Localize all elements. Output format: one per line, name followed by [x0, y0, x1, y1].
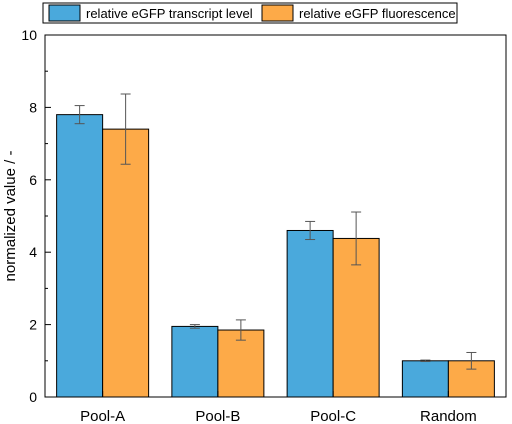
y-tick-label: 6: [29, 172, 37, 188]
y-tick-label: 8: [29, 99, 37, 115]
bar-random-series-1: [401, 360, 449, 398]
y-tick-label: 4: [29, 244, 37, 260]
legend-swatch-transcript: [48, 4, 81, 22]
error-bar-pool-c-series-1: [305, 220, 316, 241]
bar-pool-b-series-1: [171, 325, 219, 398]
error-bars-layer: [74, 93, 477, 370]
bar-pool-b-series-2: [217, 329, 265, 398]
legend-swatch-fluorescence: [261, 4, 294, 22]
error-bar-pool-b-series-2: [235, 319, 246, 341]
x-tick-label: Pool-A: [80, 408, 125, 424]
x-tick-label: Random: [420, 408, 477, 424]
error-bar-random-series-1: [420, 359, 431, 363]
legend-label-fluorescence: relative eGFP fluorescence: [299, 6, 456, 21]
x-tick-label: Pool-C: [310, 408, 356, 424]
legend: relative eGFP transcript level relative …: [42, 2, 458, 24]
error-bar-pool-b-series-1: [189, 324, 200, 329]
error-bar-pool-a-series-2: [120, 93, 131, 165]
x-axis-ticks: Pool-A Pool-B Pool-C Random: [80, 391, 477, 424]
y-tick-label: 10: [21, 27, 37, 43]
error-bar-pool-a-series-1: [74, 105, 85, 125]
x-tick-label: Pool-B: [195, 408, 240, 424]
legend-label-transcript: relative eGFP transcript level: [86, 6, 253, 21]
bars-layer: [56, 114, 495, 398]
bar-pool-c-series-1: [286, 229, 334, 398]
y-tick-label: 0: [29, 389, 37, 405]
y-tick-label: 2: [29, 317, 37, 333]
y-axis-label: normalized value / -: [2, 151, 19, 282]
y-axis-ticks: 0 2 4 6 8 10: [21, 27, 51, 405]
bar-pool-a-series-1: [56, 114, 104, 398]
bar-pool-a-series-2: [102, 128, 150, 398]
legend-frame: [42, 2, 458, 24]
error-bar-random-series-2: [466, 351, 477, 370]
error-bar-pool-c-series-2: [351, 211, 362, 266]
